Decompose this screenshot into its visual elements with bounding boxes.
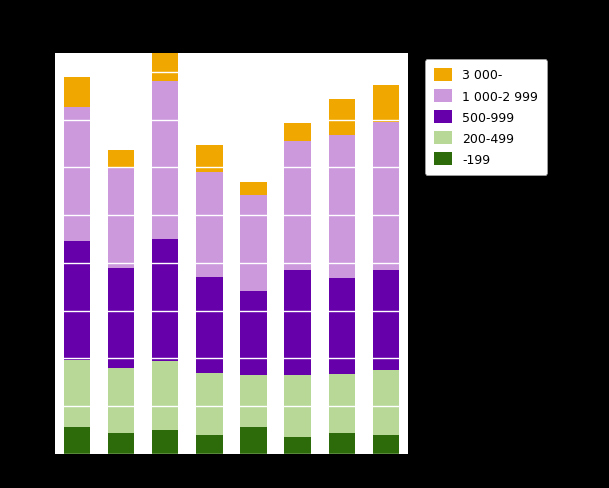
Bar: [373, 122, 399, 270]
Bar: [108, 168, 134, 268]
Bar: [196, 373, 223, 435]
Bar: [328, 279, 355, 374]
Bar: [284, 270, 311, 375]
Bar: [240, 291, 267, 375]
Bar: [152, 430, 178, 454]
Bar: [328, 374, 355, 433]
Bar: [196, 435, 223, 454]
Bar: [63, 108, 90, 242]
Bar: [240, 427, 267, 454]
Bar: [284, 375, 311, 437]
Bar: [63, 427, 90, 454]
Bar: [108, 433, 134, 454]
Bar: [152, 362, 178, 430]
Bar: [108, 368, 134, 433]
Bar: [63, 78, 90, 108]
Bar: [152, 240, 178, 362]
Bar: [284, 124, 311, 142]
Bar: [284, 142, 311, 270]
Bar: [373, 86, 399, 122]
Legend: 3 000-, 1 000-2 999, 500-999, 200-499, -199: 3 000-, 1 000-2 999, 500-999, 200-499, -…: [425, 60, 547, 175]
Bar: [63, 242, 90, 361]
Bar: [196, 146, 223, 173]
Bar: [196, 278, 223, 373]
Bar: [373, 270, 399, 370]
Bar: [152, 82, 178, 240]
Bar: [328, 136, 355, 279]
Bar: [373, 370, 399, 435]
Bar: [63, 361, 90, 427]
Bar: [240, 375, 267, 427]
Bar: [152, 46, 178, 82]
Bar: [328, 100, 355, 136]
Bar: [284, 437, 311, 454]
Bar: [240, 196, 267, 291]
Bar: [373, 435, 399, 454]
Bar: [240, 183, 267, 196]
Bar: [108, 151, 134, 168]
Bar: [196, 173, 223, 278]
Bar: [108, 268, 134, 368]
Bar: [328, 433, 355, 454]
